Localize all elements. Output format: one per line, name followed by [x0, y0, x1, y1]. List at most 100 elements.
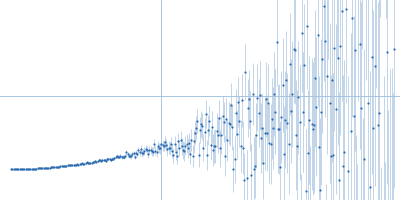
Point: [145, 153, 151, 156]
Point: [72, 163, 78, 166]
Point: [341, 150, 347, 153]
Point: [146, 148, 152, 152]
Point: [16, 168, 23, 171]
Point: [213, 129, 220, 132]
Point: [254, 96, 261, 99]
Point: [238, 144, 244, 147]
Point: [100, 158, 107, 161]
Point: [350, 114, 357, 117]
Point: [304, 24, 310, 28]
Point: [216, 116, 222, 119]
Point: [233, 111, 239, 114]
Point: [64, 164, 71, 167]
Point: [25, 167, 31, 171]
Point: [348, 130, 354, 133]
Point: [286, 142, 292, 145]
Point: [221, 120, 227, 124]
Point: [220, 114, 226, 117]
Point: [108, 158, 114, 161]
Point: [317, 188, 323, 191]
Point: [391, 48, 398, 51]
Point: [160, 144, 167, 147]
Point: [199, 125, 205, 128]
Point: [168, 143, 174, 146]
Point: [80, 162, 86, 165]
Point: [44, 166, 50, 169]
Point: [180, 149, 186, 152]
Point: [12, 168, 18, 171]
Point: [331, 46, 338, 49]
Point: [62, 165, 68, 168]
Point: [335, 57, 341, 60]
Point: [117, 154, 124, 158]
Point: [15, 168, 22, 171]
Point: [174, 154, 180, 158]
Point: [326, 102, 333, 105]
Point: [365, 101, 371, 104]
Point: [33, 167, 40, 170]
Point: [169, 149, 175, 153]
Point: [329, 78, 335, 82]
Point: [266, 142, 273, 145]
Point: [324, 75, 330, 78]
Point: [34, 167, 41, 170]
Point: [251, 167, 257, 170]
Point: [148, 150, 155, 153]
Point: [68, 163, 74, 166]
Point: [136, 151, 143, 154]
Point: [21, 168, 28, 171]
Point: [300, 111, 306, 114]
Point: [163, 144, 169, 147]
Point: [239, 99, 245, 102]
Point: [361, 157, 368, 161]
Point: [14, 168, 20, 171]
Point: [105, 157, 112, 160]
Point: [157, 147, 163, 150]
Point: [70, 163, 77, 166]
Point: [37, 167, 43, 170]
Point: [52, 165, 59, 168]
Point: [214, 133, 221, 136]
Point: [183, 142, 190, 145]
Point: [140, 151, 146, 154]
Point: [114, 154, 120, 158]
Point: [311, 124, 317, 127]
Point: [43, 166, 49, 169]
Point: [13, 168, 19, 171]
Point: [305, 151, 311, 155]
Point: [194, 120, 200, 123]
Point: [156, 146, 162, 149]
Point: [227, 123, 233, 126]
Point: [112, 155, 119, 158]
Point: [292, 48, 298, 51]
Point: [138, 147, 144, 150]
Point: [48, 166, 54, 169]
Point: [262, 132, 268, 135]
Point: [122, 154, 128, 158]
Point: [372, 64, 378, 67]
Point: [376, 112, 382, 115]
Point: [116, 155, 122, 158]
Point: [196, 128, 203, 131]
Point: [106, 157, 113, 160]
Point: [171, 142, 178, 146]
Point: [228, 104, 234, 107]
Point: [94, 160, 101, 163]
Point: [129, 152, 136, 155]
Point: [159, 144, 166, 147]
Point: [127, 154, 133, 157]
Point: [195, 153, 202, 156]
Point: [190, 140, 197, 143]
Point: [115, 155, 121, 158]
Point: [39, 167, 46, 170]
Point: [374, 123, 381, 126]
Point: [28, 167, 35, 170]
Point: [310, 127, 316, 130]
Point: [10, 168, 17, 171]
Point: [245, 107, 251, 110]
Point: [288, 109, 294, 112]
Point: [126, 154, 132, 157]
Point: [200, 146, 206, 150]
Point: [320, 5, 327, 8]
Point: [56, 165, 62, 168]
